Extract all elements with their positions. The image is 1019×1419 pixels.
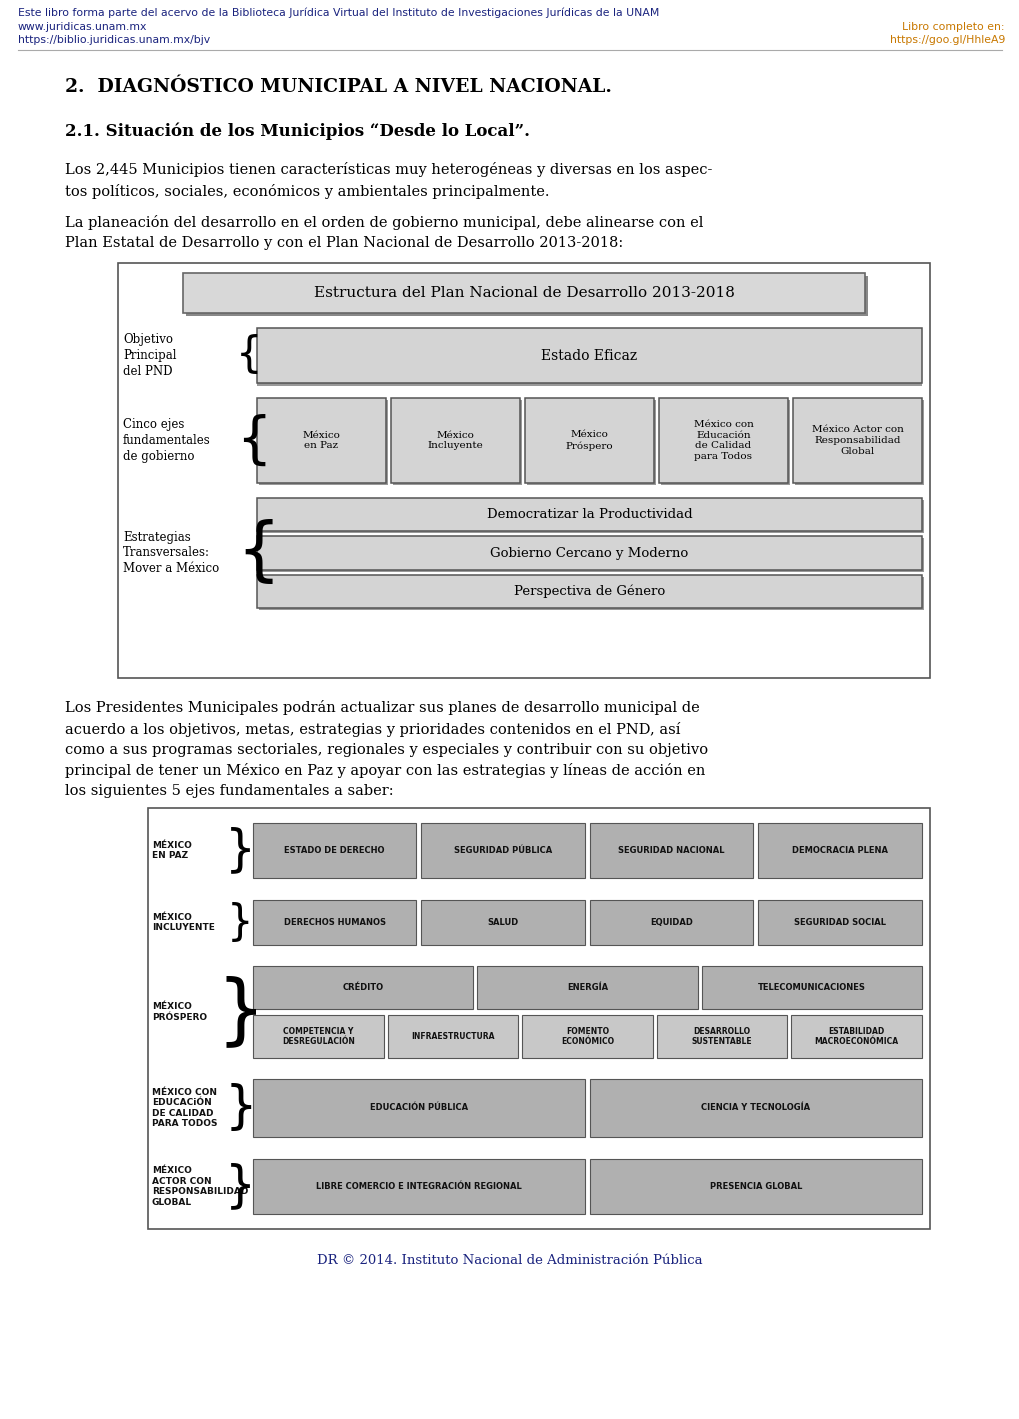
- Text: 2.  DIAGNÓSTICO MUNICIPAL A NIVEL NACIONAL.: 2. DIAGNÓSTICO MUNICIPAL A NIVEL NACIONA…: [65, 78, 611, 96]
- FancyBboxPatch shape: [791, 1015, 921, 1059]
- Text: MÉXICO
EN PAZ: MÉXICO EN PAZ: [152, 841, 192, 860]
- FancyBboxPatch shape: [589, 823, 753, 878]
- FancyBboxPatch shape: [253, 1078, 585, 1137]
- FancyBboxPatch shape: [118, 263, 929, 678]
- FancyBboxPatch shape: [253, 900, 416, 945]
- Text: Los 2,445 Municipios tienen características muy heterogéneas y diversas en los a: Los 2,445 Municipios tienen característi…: [65, 162, 711, 199]
- Text: }: }: [225, 1162, 256, 1210]
- Text: FOMENTO
ECONÓMICO: FOMENTO ECONÓMICO: [560, 1027, 613, 1046]
- Text: }: }: [225, 826, 256, 874]
- Text: MÉXICO
ACTOR CON
RESPONSABILIDAD
GLOBAL: MÉXICO ACTOR CON RESPONSABILIDAD GLOBAL: [152, 1166, 249, 1206]
- Text: México
Próspero: México Próspero: [566, 430, 612, 451]
- FancyBboxPatch shape: [656, 1015, 787, 1059]
- Text: https://goo.gl/HhleA9: https://goo.gl/HhleA9: [889, 35, 1004, 45]
- FancyBboxPatch shape: [257, 397, 385, 482]
- FancyBboxPatch shape: [253, 1159, 585, 1215]
- Text: ENERGÍA: ENERGÍA: [567, 983, 607, 992]
- Text: Estructura del Plan Nacional de Desarrollo 2013-2018: Estructura del Plan Nacional de Desarrol…: [313, 287, 734, 299]
- Text: SEGURIDAD PÚBLICA: SEGURIDAD PÚBLICA: [453, 846, 552, 856]
- Text: Perspectiva de Género: Perspectiva de Género: [514, 585, 664, 597]
- FancyBboxPatch shape: [589, 1159, 921, 1215]
- Text: COMPETENCIA Y
DESREGULACIÓN: COMPETENCIA Y DESREGULACIÓN: [281, 1027, 355, 1046]
- FancyBboxPatch shape: [259, 576, 923, 610]
- Text: MÉXICO
INCLUYENTE: MÉXICO INCLUYENTE: [152, 912, 215, 932]
- Text: CRÉDITO: CRÉDITO: [342, 983, 383, 992]
- Text: México Actor con
Responsabilidad
Global: México Actor con Responsabilidad Global: [811, 426, 903, 455]
- Text: La planeación del desarrollo en el orden de gobierno municipal, debe alinearse c: La planeación del desarrollo en el orden…: [65, 216, 703, 250]
- FancyBboxPatch shape: [522, 1015, 652, 1059]
- FancyBboxPatch shape: [758, 900, 921, 945]
- Text: México
Incluyente: México Incluyente: [427, 430, 483, 450]
- Text: SEGURIDAD NACIONAL: SEGURIDAD NACIONAL: [618, 846, 725, 856]
- Text: MÉXICO CON
EDUCACiÓN
DE CALIDAD
PARA TODOS: MÉXICO CON EDUCACiÓN DE CALIDAD PARA TOD…: [152, 1088, 217, 1128]
- Text: LIBRE COMERCIO E INTEGRACIÓN REGIONAL: LIBRE COMERCIO E INTEGRACIÓN REGIONAL: [316, 1182, 522, 1191]
- FancyBboxPatch shape: [257, 575, 921, 607]
- FancyBboxPatch shape: [794, 400, 923, 485]
- FancyBboxPatch shape: [259, 499, 923, 534]
- FancyBboxPatch shape: [658, 397, 788, 482]
- FancyBboxPatch shape: [257, 498, 921, 531]
- Text: ESTABILIDAD
MACROECONÓMICA: ESTABILIDAD MACROECONÓMICA: [814, 1027, 898, 1046]
- Text: EDUCACIÓN PÚBLICA: EDUCACIÓN PÚBLICA: [370, 1104, 468, 1112]
- FancyBboxPatch shape: [477, 966, 697, 1009]
- FancyBboxPatch shape: [390, 397, 520, 482]
- Text: DEMOCRACIA PLENA: DEMOCRACIA PLENA: [792, 846, 888, 856]
- Text: Estado Eficaz: Estado Eficaz: [541, 349, 637, 362]
- FancyBboxPatch shape: [758, 823, 921, 878]
- Text: PRESENCIA GLOBAL: PRESENCIA GLOBAL: [709, 1182, 801, 1191]
- Text: CIENCIA Y TECNOLOGÍA: CIENCIA Y TECNOLOGÍA: [701, 1104, 810, 1112]
- Text: Gobierno Cercano y Moderno: Gobierno Cercano y Moderno: [490, 546, 688, 559]
- FancyBboxPatch shape: [182, 272, 864, 314]
- Text: Cinco ejes
fundamentales
de gobierno: Cinco ejes fundamentales de gobierno: [123, 419, 211, 463]
- FancyBboxPatch shape: [148, 807, 929, 1229]
- Text: }: }: [227, 901, 254, 944]
- Text: Los Presidentes Municipales podrán actualizar sus planes de desarrollo municipal: Los Presidentes Municipales podrán actua…: [65, 700, 707, 799]
- FancyBboxPatch shape: [589, 1078, 921, 1137]
- Text: DESARROLLO
SUSTENTABLE: DESARROLLO SUSTENTABLE: [691, 1027, 752, 1046]
- Text: Libro completo en:: Libro completo en:: [902, 23, 1004, 33]
- FancyBboxPatch shape: [259, 400, 387, 485]
- FancyBboxPatch shape: [421, 823, 585, 878]
- Text: MÉXICO
PRÓSPERO: MÉXICO PRÓSPERO: [152, 1002, 207, 1022]
- Text: Este libro forma parte del acervo de la Biblioteca Jurídica Virtual del Institut: Este libro forma parte del acervo de la …: [18, 9, 658, 18]
- Text: {: {: [235, 519, 280, 586]
- Text: {: {: [235, 335, 262, 376]
- FancyBboxPatch shape: [392, 400, 522, 485]
- FancyBboxPatch shape: [259, 538, 923, 572]
- FancyBboxPatch shape: [525, 397, 653, 482]
- Text: Estrategias
Transversales:
Mover a México: Estrategias Transversales: Mover a Méxic…: [123, 531, 219, 576]
- Text: ESTADO DE DERECHO: ESTADO DE DERECHO: [284, 846, 384, 856]
- FancyBboxPatch shape: [257, 331, 921, 386]
- FancyBboxPatch shape: [257, 536, 921, 569]
- FancyBboxPatch shape: [257, 328, 921, 383]
- Text: {: {: [235, 413, 271, 467]
- Text: México
en Paz: México en Paz: [303, 430, 340, 450]
- FancyBboxPatch shape: [527, 400, 655, 485]
- FancyBboxPatch shape: [660, 400, 790, 485]
- Text: DR © 2014. Instituto Nacional de Administración Pública: DR © 2014. Instituto Nacional de Adminis…: [317, 1254, 702, 1267]
- FancyBboxPatch shape: [253, 966, 473, 1009]
- Text: www.juridicas.unam.mx: www.juridicas.unam.mx: [18, 23, 147, 33]
- FancyBboxPatch shape: [185, 277, 867, 316]
- Text: México con
Educación
de Calidad
para Todos: México con Educación de Calidad para Tod…: [693, 420, 753, 461]
- FancyBboxPatch shape: [253, 1015, 383, 1059]
- FancyBboxPatch shape: [421, 900, 585, 945]
- Text: Democratizar la Productividad: Democratizar la Productividad: [486, 508, 692, 521]
- FancyBboxPatch shape: [589, 900, 753, 945]
- Text: INFRAESTRUCTURA: INFRAESTRUCTURA: [411, 1032, 494, 1042]
- Text: DERECHOS HUMANOS: DERECHOS HUMANOS: [283, 918, 385, 927]
- Text: 2.1. Situación de los Municipios “Desde lo Local”.: 2.1. Situación de los Municipios “Desde …: [65, 122, 530, 139]
- Text: SEGURIDAD SOCIAL: SEGURIDAD SOCIAL: [794, 918, 886, 927]
- FancyBboxPatch shape: [387, 1015, 518, 1059]
- FancyBboxPatch shape: [792, 397, 921, 482]
- Text: Objetivo
Principal
del PND: Objetivo Principal del PND: [123, 333, 176, 377]
- Text: EQUIDAD: EQUIDAD: [650, 918, 693, 927]
- Text: }: }: [216, 975, 265, 1049]
- FancyBboxPatch shape: [701, 966, 921, 1009]
- Text: https://biblio.juridicas.unam.mx/bjv: https://biblio.juridicas.unam.mx/bjv: [18, 35, 210, 45]
- Text: SALUD: SALUD: [487, 918, 519, 927]
- Text: TELECOMUNICACIONES: TELECOMUNICACIONES: [757, 983, 865, 992]
- FancyBboxPatch shape: [253, 823, 416, 878]
- Text: }: }: [224, 1083, 257, 1132]
